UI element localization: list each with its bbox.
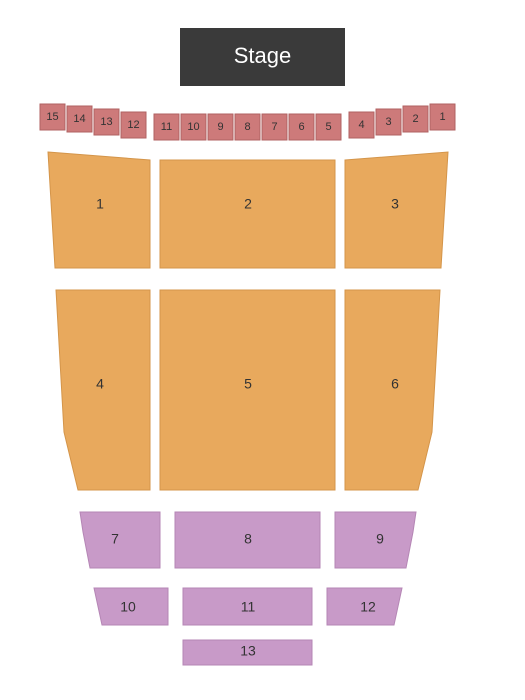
- floor-section-label: 6: [391, 376, 399, 392]
- box-seat-label: 9: [217, 121, 223, 133]
- box-seat-label: 8: [244, 121, 250, 133]
- box-seat-label: 15: [46, 111, 58, 123]
- rear-section-label: 10: [120, 599, 136, 615]
- floor-section-label: 2: [244, 196, 252, 212]
- box-seat-label: 1: [439, 111, 445, 123]
- box-seat-label: 7: [271, 121, 277, 133]
- rear-section-label: 11: [241, 599, 256, 615]
- box-seat-label: 5: [325, 121, 331, 133]
- rear-section-label: 7: [111, 531, 119, 547]
- box-seat-label: 10: [187, 121, 199, 133]
- box-seat-label: 6: [298, 121, 304, 133]
- floor-section-label: 3: [391, 196, 399, 212]
- rear-section-label: 9: [376, 531, 384, 547]
- box-seat-label: 13: [100, 116, 112, 128]
- stage-label: Stage: [234, 43, 292, 68]
- rear-section[interactable]: [80, 512, 160, 568]
- floor-section-label: 4: [96, 376, 104, 392]
- box-seat-label: 14: [73, 113, 85, 125]
- floor-section-label: 1: [96, 196, 104, 212]
- floor-section-label: 5: [244, 376, 252, 392]
- seating-chart: Stage15141312111098765432112345678910111…: [0, 0, 525, 700]
- box-seat-label: 2: [412, 113, 418, 125]
- floor-section[interactable]: [160, 160, 335, 268]
- box-seat-label: 12: [127, 119, 139, 131]
- box-seat-label: 3: [385, 116, 391, 128]
- rear-section-label: 8: [244, 531, 252, 547]
- box-seat-label: 4: [358, 119, 364, 131]
- box-seat-label: 11: [161, 121, 172, 133]
- rear-section-label: 13: [240, 643, 256, 659]
- rear-section-label: 12: [360, 599, 376, 615]
